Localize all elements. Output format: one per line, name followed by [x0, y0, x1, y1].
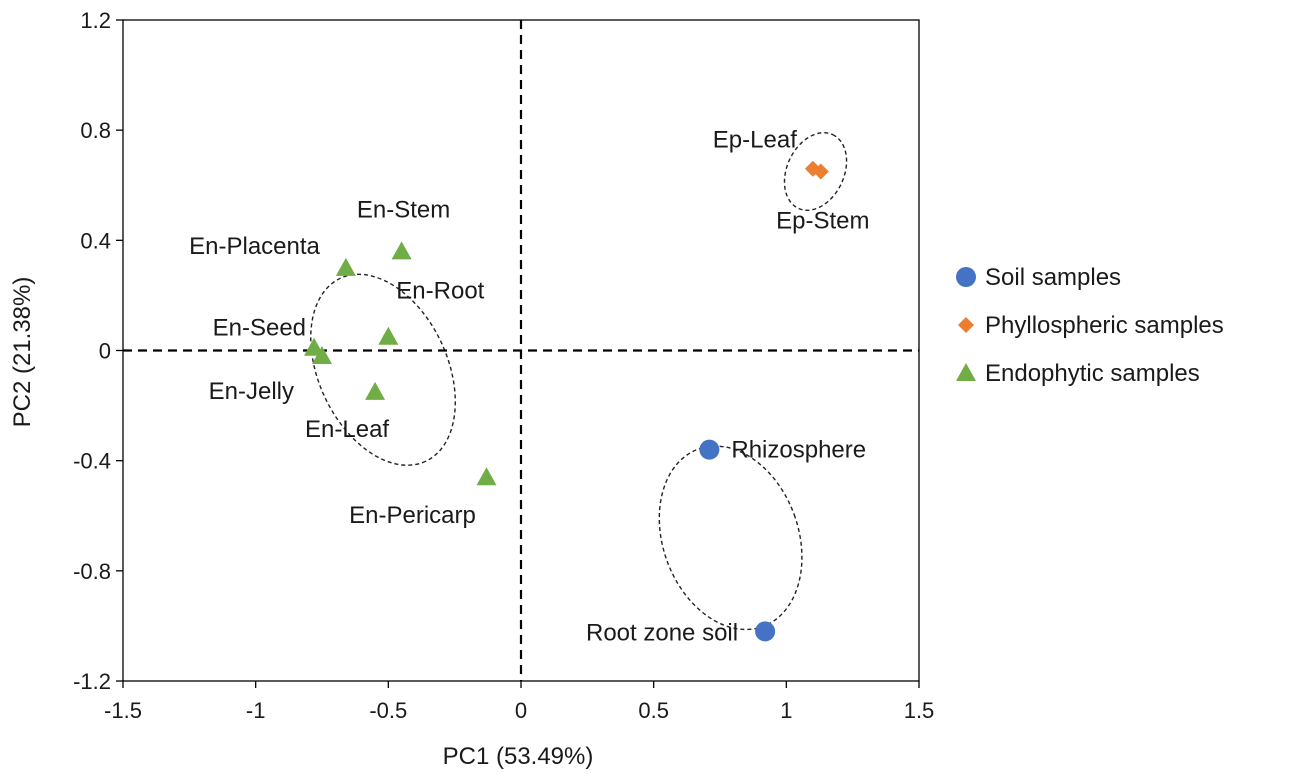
point-label-en-root: En-Root	[396, 278, 484, 305]
legend-marker-phyllospheric-samples	[958, 317, 974, 333]
point-label-en-leaf: En-Leaf	[305, 416, 389, 443]
point-en-seed	[304, 337, 325, 356]
y-tick-label: 0	[99, 339, 111, 364]
point-label-en-jelly: En-Jelly	[209, 378, 294, 405]
x-tick-label: 1.5	[904, 698, 935, 723]
point-label-en-stem: En-Stem	[357, 196, 450, 223]
data-points	[304, 160, 829, 642]
y-tick-label: 0.4	[80, 228, 111, 253]
point-label-en-placenta: En-Placenta	[189, 233, 320, 260]
reference-lines	[123, 20, 919, 681]
legend-label-endophytic-samples: Endophytic samples	[985, 360, 1200, 387]
point-ep-stem	[812, 163, 829, 180]
y-axis-ticks: 1.2 0.8 0.4 0 -0.4 -0.8 -1.2	[73, 8, 123, 694]
x-tick-label: -0.5	[369, 698, 407, 723]
point-en-placenta	[335, 257, 356, 276]
y-tick-label: -0.4	[73, 449, 111, 474]
legend-marker-soil-samples	[956, 267, 976, 287]
point-label-en-pericarp: En-Pericarp	[349, 502, 476, 529]
y-tick-label: 1.2	[80, 8, 111, 33]
ellipse-phyllospheric-samples	[783, 131, 848, 211]
point-label-rhizosphere: Rhizosphere	[731, 437, 866, 464]
point-label-root-zone-soil: Root zone soil	[586, 619, 738, 646]
point-label-ep-stem: Ep-Stem	[776, 207, 869, 234]
y-tick-label: -1.2	[73, 669, 111, 694]
point-en-stem	[391, 241, 412, 260]
point-en-leaf	[365, 381, 386, 400]
ellipse-endophytic-samples	[310, 273, 456, 466]
x-tick-label: -1	[246, 698, 266, 723]
legend-label-phyllospheric-samples: Phyllospheric samples	[985, 312, 1224, 339]
point-labels: Rhizosphere Root zone soil Ep-Leaf Ep-Stem E…	[189, 127, 869, 647]
x-tick-label: 0.5	[638, 698, 669, 723]
x-tick-label: 0	[515, 698, 527, 723]
y-tick-label: 0.8	[80, 118, 111, 143]
x-axis-ticks: -1.5 -1 -0.5 0 0.5 1 1.5	[104, 681, 934, 723]
legend-marker-endophytic-samples	[956, 363, 976, 381]
point-label-ep-leaf: Ep-Leaf	[713, 127, 797, 154]
point-en-jelly	[312, 346, 332, 365]
y-tick-label: -0.8	[73, 559, 111, 584]
point-rhizosphere	[699, 439, 720, 460]
legend: Soil samples Phyllospheric samples Endophy…	[956, 264, 1224, 387]
x-tick-label: 1	[780, 698, 792, 723]
y-axis-title: PC2 (21.38%)	[9, 277, 36, 428]
x-tick-label: -1.5	[104, 698, 142, 723]
point-en-pericarp	[476, 467, 497, 486]
legend-label-soil-samples: Soil samples	[985, 264, 1121, 291]
x-axis-title: PC1 (53.49%)	[443, 743, 594, 770]
point-label-en-seed: En-Seed	[213, 315, 306, 342]
point-en-root	[378, 326, 399, 345]
point-root-zone-soil	[755, 621, 776, 642]
